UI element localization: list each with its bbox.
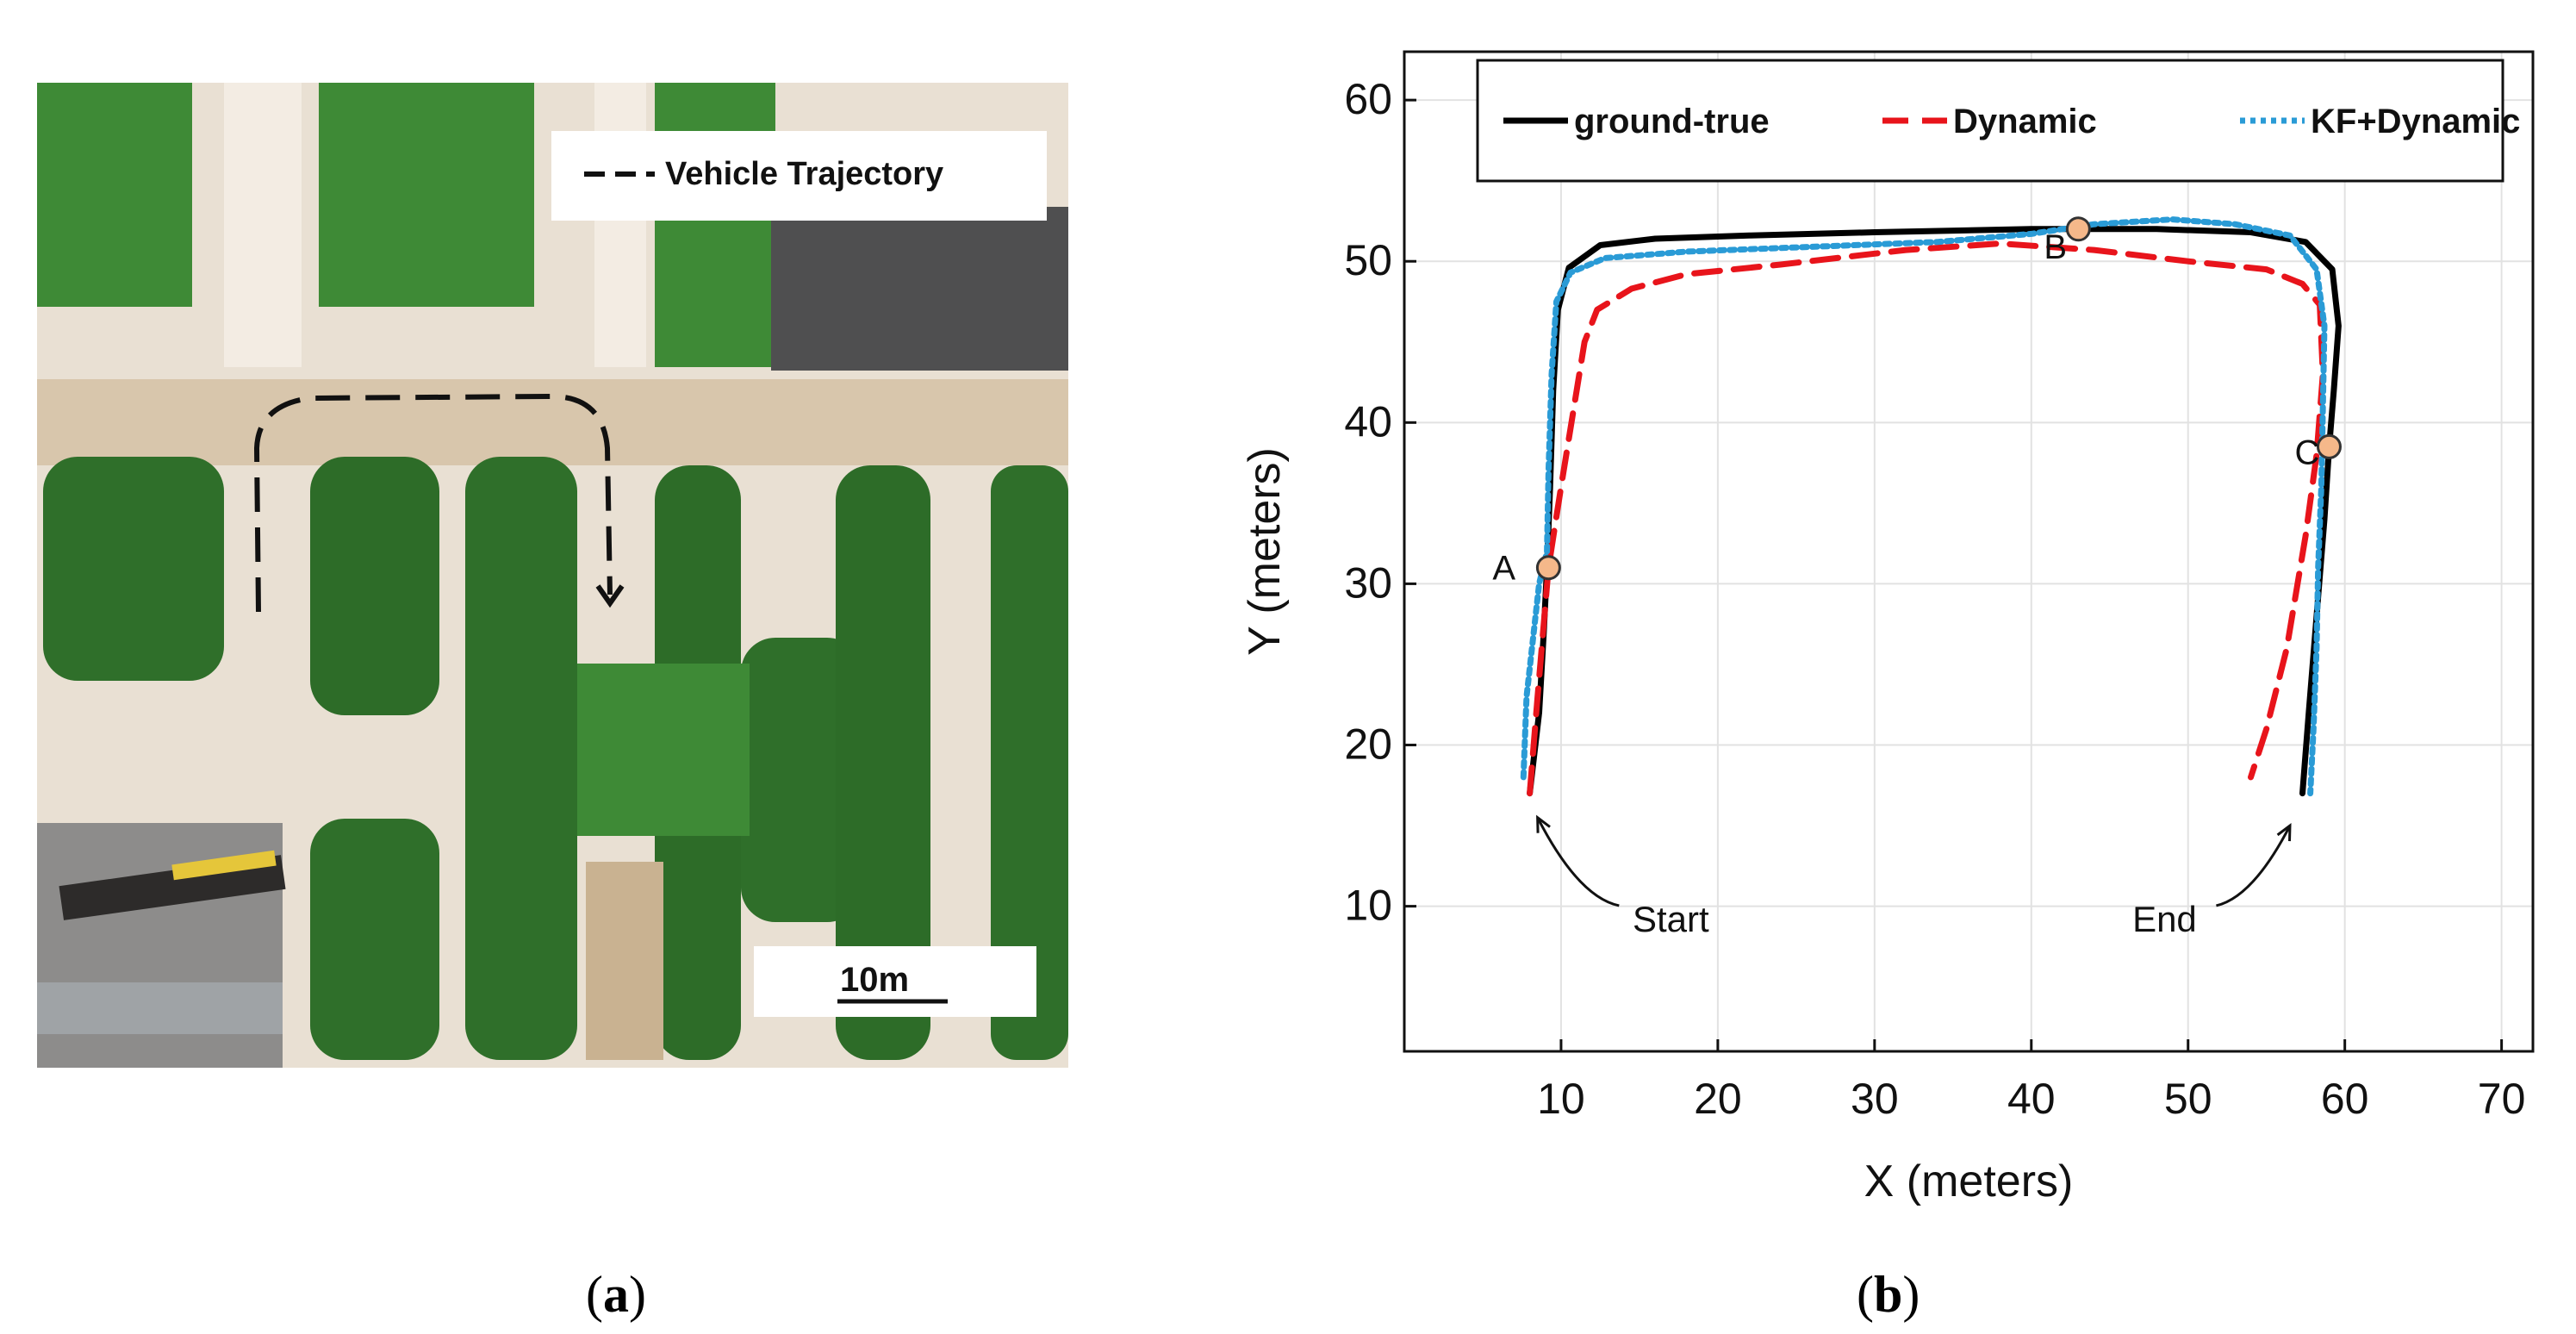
- tree-cluster: [310, 457, 439, 715]
- x-tick-label: 50: [2164, 1075, 2212, 1123]
- scale-label: 10m: [840, 961, 909, 999]
- caption-a: (a): [586, 1265, 646, 1325]
- caption-b-close: ): [1902, 1266, 1920, 1323]
- marker-label-b: B: [2044, 228, 2067, 266]
- series-dynamic: [1527, 240, 2326, 797]
- grid: [1404, 52, 2533, 1051]
- x-tick-label: 70: [2478, 1075, 2526, 1123]
- building-roof: [771, 207, 1068, 371]
- y-tick-label: 60: [1344, 75, 1392, 123]
- caption-b-open: (: [1857, 1266, 1874, 1323]
- y-tick-label: 40: [1344, 397, 1392, 446]
- tree-cluster: [741, 638, 862, 922]
- marker-label-c: C: [2294, 433, 2319, 471]
- x-tick-label: 60: [2321, 1075, 2369, 1123]
- pavement-strip: [594, 83, 646, 367]
- annotation-arrowhead: [2276, 822, 2292, 842]
- annotation-layer: Start End: [1536, 814, 2292, 939]
- x-tick-label: 20: [1694, 1075, 1742, 1123]
- legend-box: [1476, 59, 2504, 183]
- scale-box: [754, 946, 1036, 1017]
- series-kf-dynamic: [1520, 216, 2328, 797]
- legend-label: ground-true: [1574, 103, 1770, 140]
- caption-b: (b): [1857, 1265, 1920, 1325]
- speed-bump-stripe: [171, 850, 277, 881]
- road: [37, 379, 1068, 465]
- y-tick-label: 50: [1344, 236, 1392, 284]
- marker-layer: A B C: [1492, 216, 2342, 588]
- caption-a-open: (: [586, 1266, 603, 1323]
- caption-a-close: ): [628, 1266, 646, 1323]
- y-tick-label: 30: [1344, 558, 1392, 607]
- annotation-arrowhead: [1536, 814, 1551, 833]
- x-tick-label: 30: [1851, 1075, 1899, 1123]
- marker-c: [2316, 433, 2342, 459]
- y-tick-label: 10: [1344, 882, 1392, 930]
- legend-label: Dynamic: [1953, 103, 2097, 140]
- marker-a: [1535, 555, 1561, 581]
- grass-block: [37, 83, 192, 307]
- grass-block: [319, 83, 534, 307]
- aerial-map-panel: Vehicle Trajectory 10m: [37, 83, 1068, 1068]
- grass-block: [655, 83, 775, 367]
- vehicle-trajectory: [253, 393, 613, 613]
- tree-cluster: [836, 465, 930, 1060]
- tree-cluster: [43, 457, 224, 681]
- x-tick-label: 10: [1537, 1075, 1585, 1123]
- x-tick-label: 40: [2007, 1075, 2056, 1123]
- tree-cluster: [991, 465, 1068, 1060]
- marker-label-a: A: [1492, 550, 1515, 588]
- series-layer: [1520, 216, 2342, 797]
- caption-b-letter: b: [1873, 1266, 1903, 1323]
- plot-frame: [1403, 50, 2535, 1053]
- caption-a-letter: a: [602, 1266, 629, 1323]
- annotation-arrow: [2216, 825, 2292, 907]
- annotation-arrow: [1536, 817, 1620, 907]
- marker-b: [2065, 216, 2091, 242]
- tree-cluster: [310, 819, 439, 1060]
- x-axis-label: X (meters): [1864, 1156, 2074, 1206]
- annotation-end: End: [2132, 899, 2197, 939]
- pavement-strip: [224, 83, 302, 367]
- dirt-lot: [586, 862, 663, 1060]
- series-ground-true: [1527, 226, 2342, 797]
- chart-legend: ground-true Dynamic KF+Dynamic: [1476, 59, 2520, 183]
- legend-label: KF+Dynamic: [2311, 103, 2520, 140]
- annotation-start: Start: [1633, 899, 1709, 939]
- ticks: 10 20 30 40 50 60 70 10 20 30 40 50 60: [1344, 75, 2525, 1123]
- trajectory-arrowhead: [595, 584, 625, 608]
- curb: [37, 982, 283, 1034]
- grass-block: [577, 664, 750, 836]
- y-tick-label: 20: [1344, 720, 1392, 769]
- y-axis-label: Y (meters): [1240, 447, 1290, 656]
- tree-cluster: [465, 457, 577, 1060]
- legend-label: Vehicle Trajectory: [665, 156, 943, 192]
